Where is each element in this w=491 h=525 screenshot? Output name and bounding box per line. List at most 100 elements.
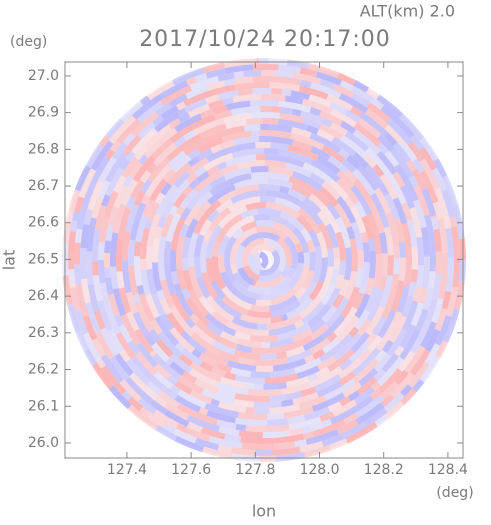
echo-cell (432, 243, 433, 271)
echo-cell (336, 248, 337, 258)
echo-cell (160, 217, 164, 228)
echo-cell (414, 247, 415, 269)
echo-cell (213, 108, 226, 112)
echo-cell (104, 195, 108, 205)
echo-cell (77, 243, 78, 265)
echo-cell (215, 242, 218, 256)
echo-cell (288, 148, 302, 152)
echo-cell (178, 207, 182, 214)
echo-cell (371, 251, 373, 278)
echo-cell (279, 68, 301, 71)
y-tick-label: 26.5 (28, 251, 59, 267)
echo-cell (119, 239, 121, 272)
echo-cell (269, 127, 291, 130)
echo-cell (208, 297, 211, 301)
echo-cell (272, 109, 281, 110)
echo-cell (361, 284, 364, 294)
echo-cell (173, 250, 174, 271)
echo-cell (251, 175, 263, 176)
echo-cell (235, 139, 259, 142)
echo-cell (206, 97, 218, 101)
echo-cell (152, 352, 155, 356)
echo-cell (236, 378, 266, 381)
echo-cell (251, 133, 259, 134)
echo-cell (177, 426, 186, 430)
x-axis-label: lon (252, 502, 276, 521)
echo-cell (282, 92, 291, 93)
echo-cell (144, 196, 148, 204)
echo-cell (434, 218, 436, 230)
echo-cell (425, 257, 427, 288)
echo-cell (225, 87, 235, 89)
echo-cell (250, 103, 278, 104)
y-tick-label: 26.8 (28, 141, 59, 157)
echo-cell (235, 396, 269, 399)
echo-cell (83, 225, 86, 248)
echo-cell (225, 437, 241, 440)
echo-cell (382, 233, 385, 253)
echo-cell (233, 97, 261, 100)
echo-cell (282, 316, 287, 318)
echo-cell (333, 269, 337, 285)
echo-cell (300, 252, 301, 263)
echo-cell (303, 331, 310, 335)
echo-cell (302, 429, 310, 431)
echo-cell (196, 76, 207, 80)
echo-cell (149, 423, 156, 428)
echo-cell (246, 386, 255, 387)
echo-cell (185, 258, 186, 270)
echo-cell (113, 233, 115, 267)
echo-cell (235, 85, 269, 87)
echo-cell (412, 192, 415, 200)
echo-cell (265, 163, 286, 166)
echo-cell (267, 416, 284, 417)
echo-cell (263, 433, 289, 435)
echo-cell (261, 97, 285, 98)
echo-cell (349, 227, 353, 238)
echo-cell (282, 402, 293, 404)
echo-cell (248, 392, 281, 393)
echo-cell (323, 121, 331, 125)
x-tick-label: 128.2 (364, 462, 404, 478)
echo-cell (445, 292, 449, 309)
echo-cell (125, 232, 128, 261)
x-unit: (deg) (436, 485, 473, 501)
echo-cell (231, 370, 250, 374)
echo-cell (147, 220, 150, 229)
echo-cell (219, 429, 239, 433)
echo-cell (271, 91, 281, 92)
echo-cell (401, 258, 403, 281)
echo-cell (167, 241, 169, 263)
echo-cell (142, 98, 149, 103)
echo-cell (196, 224, 200, 233)
echo-cell (218, 164, 226, 168)
echo-cell (95, 230, 98, 262)
echo-cell (137, 242, 138, 257)
echo-cell (258, 211, 281, 214)
echo-cell (384, 253, 385, 276)
echo-cell (122, 288, 125, 301)
echo-cell (211, 401, 219, 404)
echo-cell (289, 431, 303, 434)
echo-cell (78, 229, 80, 242)
echo-cell (232, 109, 261, 112)
y-unit: (deg) (10, 34, 47, 50)
echo-cell (148, 295, 149, 297)
echo-cell (280, 189, 289, 192)
echo-cell (131, 240, 133, 266)
echo-cell (89, 251, 91, 284)
echo-cell (431, 271, 433, 287)
echo-cell (396, 258, 397, 274)
echo-cell (236, 145, 256, 148)
echo-cell (213, 89, 224, 92)
echo-cell (455, 205, 459, 223)
echo-cell (454, 227, 457, 252)
echo-cell (252, 349, 281, 351)
echo-cell (231, 450, 255, 453)
echo-cell (251, 374, 270, 375)
echo-cell (306, 253, 307, 265)
x-tick-label: 127.8 (235, 462, 275, 478)
echo-cell (218, 75, 234, 78)
echo-cell (424, 228, 427, 255)
